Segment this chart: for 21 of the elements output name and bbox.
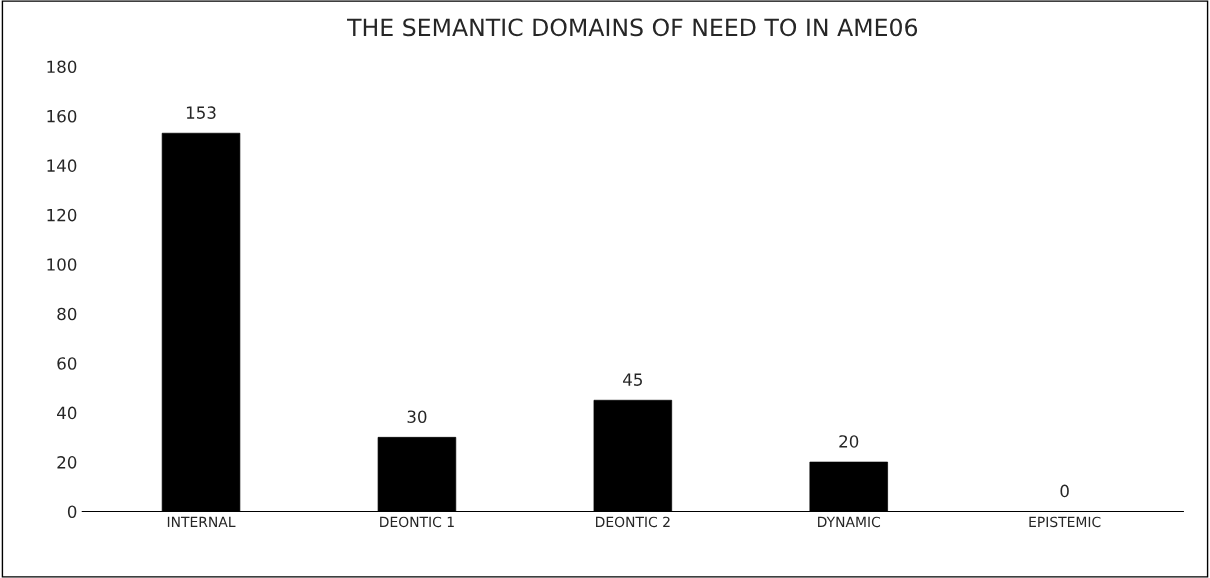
y-tick-label: 20	[57, 456, 77, 469]
y-tick-label: 160	[47, 109, 77, 123]
x-tick-label: DEONTIC 1	[380, 516, 454, 528]
y-tick-label: 60	[57, 357, 77, 370]
data-label: 45	[623, 373, 642, 386]
y-tick-label: 180	[47, 60, 77, 74]
data-label: 20	[839, 435, 859, 448]
y-tick-label: 0	[67, 505, 77, 519]
x-tick-label: DEONTIC 2	[596, 516, 670, 528]
data-label: 30	[407, 410, 427, 424]
y-tick-label: 140	[47, 159, 77, 172]
y-tick-label: 40	[57, 406, 77, 420]
data-label: 0	[1060, 484, 1069, 498]
y-tick-label: 120	[47, 208, 77, 222]
y-tick-label: 80	[57, 307, 77, 321]
x-tick-label: INTERNAL	[167, 516, 236, 527]
y-tick-label: 100	[47, 258, 77, 271]
x-tick-label: EPISTEMIC	[1029, 516, 1101, 528]
x-tick-label: DYNAMIC	[818, 516, 881, 528]
data-label: 153	[186, 106, 216, 119]
chart-title: THE SEMANTIC DOMAINS OF NEED TO IN AME06	[347, 18, 918, 37]
